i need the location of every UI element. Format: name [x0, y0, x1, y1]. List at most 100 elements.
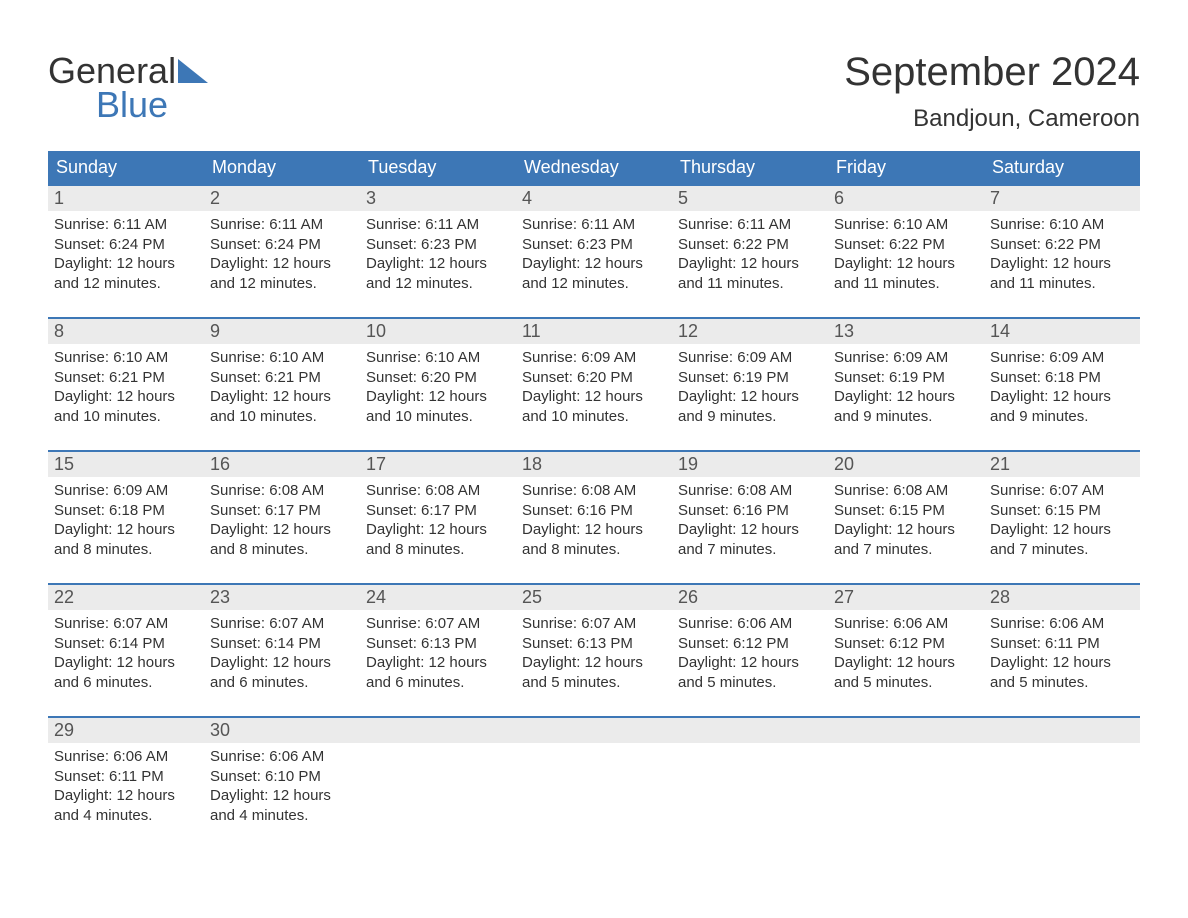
daylight-line1: Daylight: 12 hours: [522, 254, 666, 274]
day-details: Sunrise: 6:06 AMSunset: 6:12 PMDaylight:…: [672, 610, 828, 698]
day-number: 8: [48, 319, 204, 344]
daylight-line1: Daylight: 12 hours: [54, 520, 198, 540]
sunrise: Sunrise: 6:09 AM: [990, 348, 1134, 368]
sunset: Sunset: 6:22 PM: [678, 235, 822, 255]
sunset: Sunset: 6:17 PM: [366, 501, 510, 521]
location-label: Bandjoun, Cameroon: [844, 105, 1140, 133]
sunset: Sunset: 6:13 PM: [366, 634, 510, 654]
sunset: Sunset: 6:22 PM: [990, 235, 1134, 255]
sunrise: Sunrise: 6:07 AM: [54, 614, 198, 634]
day-details: Sunrise: 6:10 AMSunset: 6:21 PMDaylight:…: [48, 344, 204, 432]
day-number: 1: [48, 186, 204, 211]
day-number: 20: [828, 452, 984, 477]
day-details: Sunrise: 6:10 AMSunset: 6:22 PMDaylight:…: [984, 211, 1140, 299]
sunset: Sunset: 6:19 PM: [834, 368, 978, 388]
daylight-line2: and 5 minutes.: [678, 673, 822, 693]
day-number: [672, 718, 828, 743]
calendar-week: 1Sunrise: 6:11 AMSunset: 6:24 PMDaylight…: [48, 184, 1140, 299]
daylight-line1: Daylight: 12 hours: [990, 653, 1134, 673]
sunset: Sunset: 6:13 PM: [522, 634, 666, 654]
daylight-line2: and 11 minutes.: [990, 274, 1134, 294]
calendar-day: 28Sunrise: 6:06 AMSunset: 6:11 PMDayligh…: [984, 585, 1140, 698]
calendar-day: 11Sunrise: 6:09 AMSunset: 6:20 PMDayligh…: [516, 319, 672, 432]
sunset: Sunset: 6:11 PM: [990, 634, 1134, 654]
daylight-line1: Daylight: 12 hours: [522, 387, 666, 407]
calendar-day: 17Sunrise: 6:08 AMSunset: 6:17 PMDayligh…: [360, 452, 516, 565]
daylight-line1: Daylight: 12 hours: [54, 387, 198, 407]
day-number: 19: [672, 452, 828, 477]
daylight-line1: Daylight: 12 hours: [834, 387, 978, 407]
day-details: Sunrise: 6:11 AMSunset: 6:24 PMDaylight:…: [48, 211, 204, 299]
day-number: 13: [828, 319, 984, 344]
day-details: Sunrise: 6:09 AMSunset: 6:19 PMDaylight:…: [672, 344, 828, 432]
day-number: 7: [984, 186, 1140, 211]
daylight-line1: Daylight: 12 hours: [990, 387, 1134, 407]
daylight-line1: Daylight: 12 hours: [678, 653, 822, 673]
day-number: 14: [984, 319, 1140, 344]
sunrise: Sunrise: 6:11 AM: [54, 215, 198, 235]
day-details: Sunrise: 6:07 AMSunset: 6:15 PMDaylight:…: [984, 477, 1140, 565]
day-details: Sunrise: 6:07 AMSunset: 6:14 PMDaylight:…: [48, 610, 204, 698]
calendar-day: 22Sunrise: 6:07 AMSunset: 6:14 PMDayligh…: [48, 585, 204, 698]
sunrise: Sunrise: 6:06 AM: [990, 614, 1134, 634]
daylight-line2: and 9 minutes.: [990, 407, 1134, 427]
sunset: Sunset: 6:12 PM: [678, 634, 822, 654]
page-title: September 2024: [844, 50, 1140, 95]
sunrise: Sunrise: 6:10 AM: [366, 348, 510, 368]
daylight-line1: Daylight: 12 hours: [834, 520, 978, 540]
daylight-line1: Daylight: 12 hours: [678, 520, 822, 540]
daylight-line1: Daylight: 12 hours: [522, 520, 666, 540]
sunset: Sunset: 6:19 PM: [678, 368, 822, 388]
day-details: Sunrise: 6:08 AMSunset: 6:16 PMDaylight:…: [516, 477, 672, 565]
day-number: 11: [516, 319, 672, 344]
sunrise: Sunrise: 6:09 AM: [678, 348, 822, 368]
sunrise: Sunrise: 6:09 AM: [54, 481, 198, 501]
daylight-line1: Daylight: 12 hours: [990, 254, 1134, 274]
calendar-week: 22Sunrise: 6:07 AMSunset: 6:14 PMDayligh…: [48, 583, 1140, 698]
sunrise: Sunrise: 6:11 AM: [366, 215, 510, 235]
day-details: Sunrise: 6:10 AMSunset: 6:21 PMDaylight:…: [204, 344, 360, 432]
daylight-line2: and 7 minutes.: [834, 540, 978, 560]
sunset: Sunset: 6:23 PM: [366, 235, 510, 255]
daylight-line1: Daylight: 12 hours: [54, 653, 198, 673]
calendar-day: 25Sunrise: 6:07 AMSunset: 6:13 PMDayligh…: [516, 585, 672, 698]
calendar-day: 13Sunrise: 6:09 AMSunset: 6:19 PMDayligh…: [828, 319, 984, 432]
daylight-line2: and 10 minutes.: [522, 407, 666, 427]
sunrise: Sunrise: 6:10 AM: [210, 348, 354, 368]
sunset: Sunset: 6:16 PM: [522, 501, 666, 521]
sunrise: Sunrise: 6:08 AM: [210, 481, 354, 501]
calendar-day: 19Sunrise: 6:08 AMSunset: 6:16 PMDayligh…: [672, 452, 828, 565]
sunset: Sunset: 6:18 PM: [54, 501, 198, 521]
day-number: 18: [516, 452, 672, 477]
daylight-line2: and 5 minutes.: [990, 673, 1134, 693]
day-number: 9: [204, 319, 360, 344]
logo-text-blue: Blue: [96, 84, 208, 126]
sunrise: Sunrise: 6:06 AM: [210, 747, 354, 767]
day-number: 10: [360, 319, 516, 344]
sunrise: Sunrise: 6:10 AM: [990, 215, 1134, 235]
sunrise: Sunrise: 6:08 AM: [834, 481, 978, 501]
daylight-line2: and 10 minutes.: [210, 407, 354, 427]
calendar-day: 8Sunrise: 6:10 AMSunset: 6:21 PMDaylight…: [48, 319, 204, 432]
daylight-line2: and 7 minutes.: [678, 540, 822, 560]
sunset: Sunset: 6:18 PM: [990, 368, 1134, 388]
calendar-day: 24Sunrise: 6:07 AMSunset: 6:13 PMDayligh…: [360, 585, 516, 698]
sunset: Sunset: 6:20 PM: [522, 368, 666, 388]
dow-tuesday: Tuesday: [360, 151, 516, 184]
day-number: 15: [48, 452, 204, 477]
daylight-line2: and 9 minutes.: [834, 407, 978, 427]
daylight-line2: and 12 minutes.: [366, 274, 510, 294]
calendar-day: 2Sunrise: 6:11 AMSunset: 6:24 PMDaylight…: [204, 186, 360, 299]
calendar-day: 9Sunrise: 6:10 AMSunset: 6:21 PMDaylight…: [204, 319, 360, 432]
daylight-line1: Daylight: 12 hours: [522, 653, 666, 673]
sunset: Sunset: 6:21 PM: [54, 368, 198, 388]
day-number: 23: [204, 585, 360, 610]
day-details: Sunrise: 6:07 AMSunset: 6:14 PMDaylight:…: [204, 610, 360, 698]
sunrise: Sunrise: 6:10 AM: [834, 215, 978, 235]
day-number: 2: [204, 186, 360, 211]
daylight-line1: Daylight: 12 hours: [990, 520, 1134, 540]
day-details: Sunrise: 6:08 AMSunset: 6:17 PMDaylight:…: [204, 477, 360, 565]
daylight-line2: and 5 minutes.: [834, 673, 978, 693]
daylight-line1: Daylight: 12 hours: [366, 653, 510, 673]
daylight-line1: Daylight: 12 hours: [678, 387, 822, 407]
